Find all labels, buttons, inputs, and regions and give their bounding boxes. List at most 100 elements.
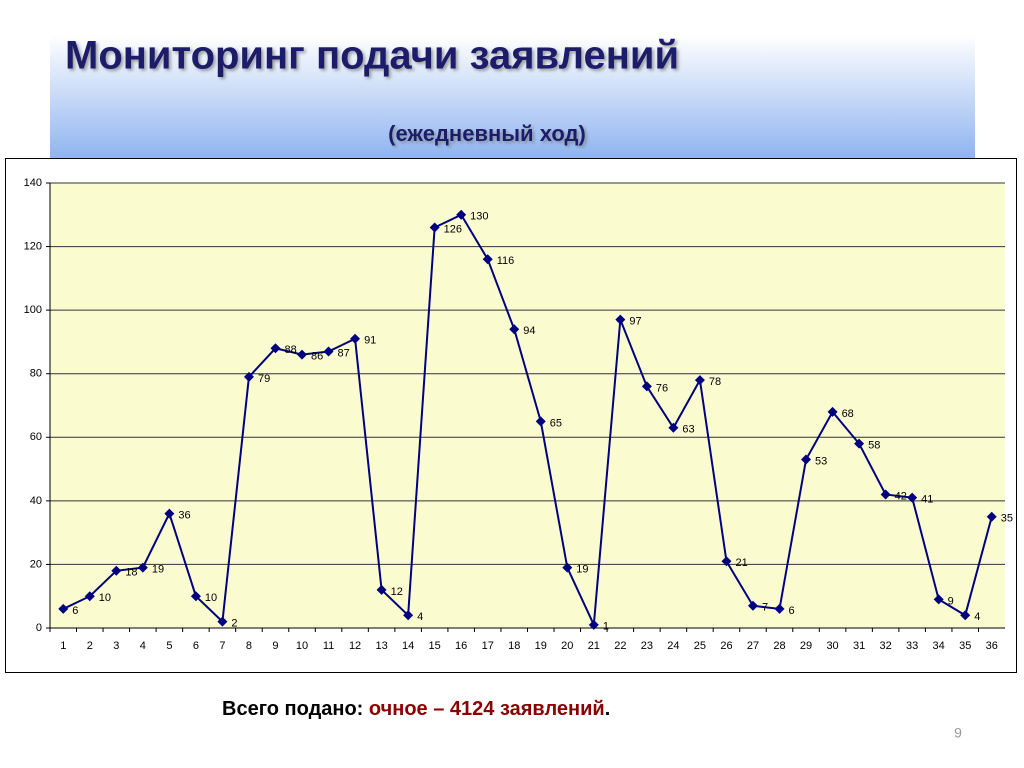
x-tick-label: 35: [959, 640, 971, 652]
marker: [774, 603, 785, 614]
data-label: 21: [735, 557, 747, 569]
marker: [217, 616, 228, 627]
data-label: 19: [576, 564, 588, 576]
x-tick-label: 10: [296, 640, 308, 652]
data-label: 35: [1001, 513, 1013, 525]
marker: [350, 333, 361, 344]
marker: [164, 508, 175, 519]
x-tick-label: 4: [140, 640, 146, 652]
marker: [721, 556, 732, 567]
x-tick-label: 26: [720, 640, 732, 652]
x-tick-label: 3: [113, 640, 119, 652]
marker: [482, 254, 493, 265]
marker: [456, 209, 467, 220]
data-label: 4: [417, 611, 423, 623]
marker: [854, 438, 865, 449]
marker: [588, 619, 599, 630]
x-tick-label: 21: [588, 640, 600, 652]
footer: Всего подано: очное – 4124 заявлений.: [222, 698, 610, 720]
x-tick-label: 18: [508, 640, 520, 652]
marker: [801, 454, 812, 465]
x-tick-label: 6: [193, 640, 199, 652]
data-label: 9: [948, 595, 954, 607]
data-label: 130: [470, 211, 488, 223]
y-tick-label: 20: [30, 558, 42, 570]
x-tick-label: 17: [482, 640, 494, 652]
marker: [747, 600, 758, 611]
line: [62, 213, 993, 629]
data-label: 6: [72, 605, 78, 617]
plot-area: [50, 183, 1005, 628]
x-tick-label: 14: [402, 640, 414, 652]
data-label: 42: [895, 490, 907, 502]
x-tick-label: 12: [349, 640, 361, 652]
x-tick-label: 1: [60, 640, 66, 652]
title: Мониторинг подачи заявлений: [65, 34, 679, 78]
marker: [986, 511, 997, 522]
marker: [243, 371, 254, 382]
data-label: 65: [550, 417, 562, 429]
y-tick-label: 60: [30, 431, 42, 443]
marker: [509, 324, 520, 335]
marker: [668, 422, 679, 433]
data-label: 76: [656, 382, 668, 394]
data-label: 116: [497, 255, 515, 267]
marker: [880, 489, 891, 500]
y-tick-label: 0: [36, 622, 42, 634]
x-tick-label: 25: [694, 640, 706, 652]
data-label: 18: [125, 567, 137, 579]
marker: [111, 565, 122, 576]
marker: [535, 416, 546, 427]
data-label: 78: [709, 376, 721, 388]
x-tick-label: 34: [933, 640, 945, 652]
data-label: 63: [682, 424, 694, 436]
page-number: 9: [954, 725, 962, 741]
x-tick-label: 30: [826, 640, 838, 652]
data-label: 97: [629, 316, 641, 328]
data-label: 53: [815, 455, 827, 467]
marker: [190, 591, 201, 602]
x-tick-label: 11: [323, 640, 334, 652]
x-tick-label: 31: [853, 640, 865, 652]
data-label: 86: [311, 351, 323, 363]
x-tick-label: 5: [166, 640, 172, 652]
x-tick-label: 24: [667, 640, 679, 652]
x-tick-label: 7: [219, 640, 225, 652]
marker: [562, 562, 573, 573]
data-label: 10: [99, 592, 111, 604]
marker: [641, 381, 652, 392]
marker: [933, 594, 944, 605]
x-tick-label: 33: [906, 640, 918, 652]
x-tick-label: 28: [773, 640, 785, 652]
data-label: 88: [284, 344, 296, 356]
marker: [615, 314, 626, 325]
marker: [84, 591, 95, 602]
y-tick-label: 100: [24, 304, 42, 316]
data-label: 2: [231, 618, 237, 630]
data-label: 36: [178, 509, 190, 521]
x-tick-label: 8: [246, 640, 252, 652]
marker: [137, 562, 148, 573]
data-label: 10: [205, 592, 217, 604]
data-label: 6: [789, 605, 795, 617]
data-label: 94: [523, 325, 535, 337]
marker: [270, 343, 281, 354]
y-tick-label: 120: [24, 240, 42, 252]
footer-value: очное – 4124 заявлений: [369, 698, 605, 720]
x-tick-label: 29: [800, 640, 812, 652]
data-label: 68: [842, 408, 854, 420]
subtitle: (ежедневный ход): [388, 121, 586, 146]
x-tick-label: 36: [986, 640, 998, 652]
marker: [58, 603, 69, 614]
y-tick-label: 140: [24, 177, 42, 189]
marker: [376, 584, 387, 595]
data-label: 4: [974, 611, 980, 623]
x-tick-label: 15: [429, 640, 441, 652]
x-tick-label: 32: [880, 640, 892, 652]
marker: [297, 349, 308, 360]
marker: [960, 610, 971, 621]
x-tick-label: 27: [747, 640, 759, 652]
title-banner: [50, 35, 975, 158]
x-tick-label: 22: [614, 640, 626, 652]
